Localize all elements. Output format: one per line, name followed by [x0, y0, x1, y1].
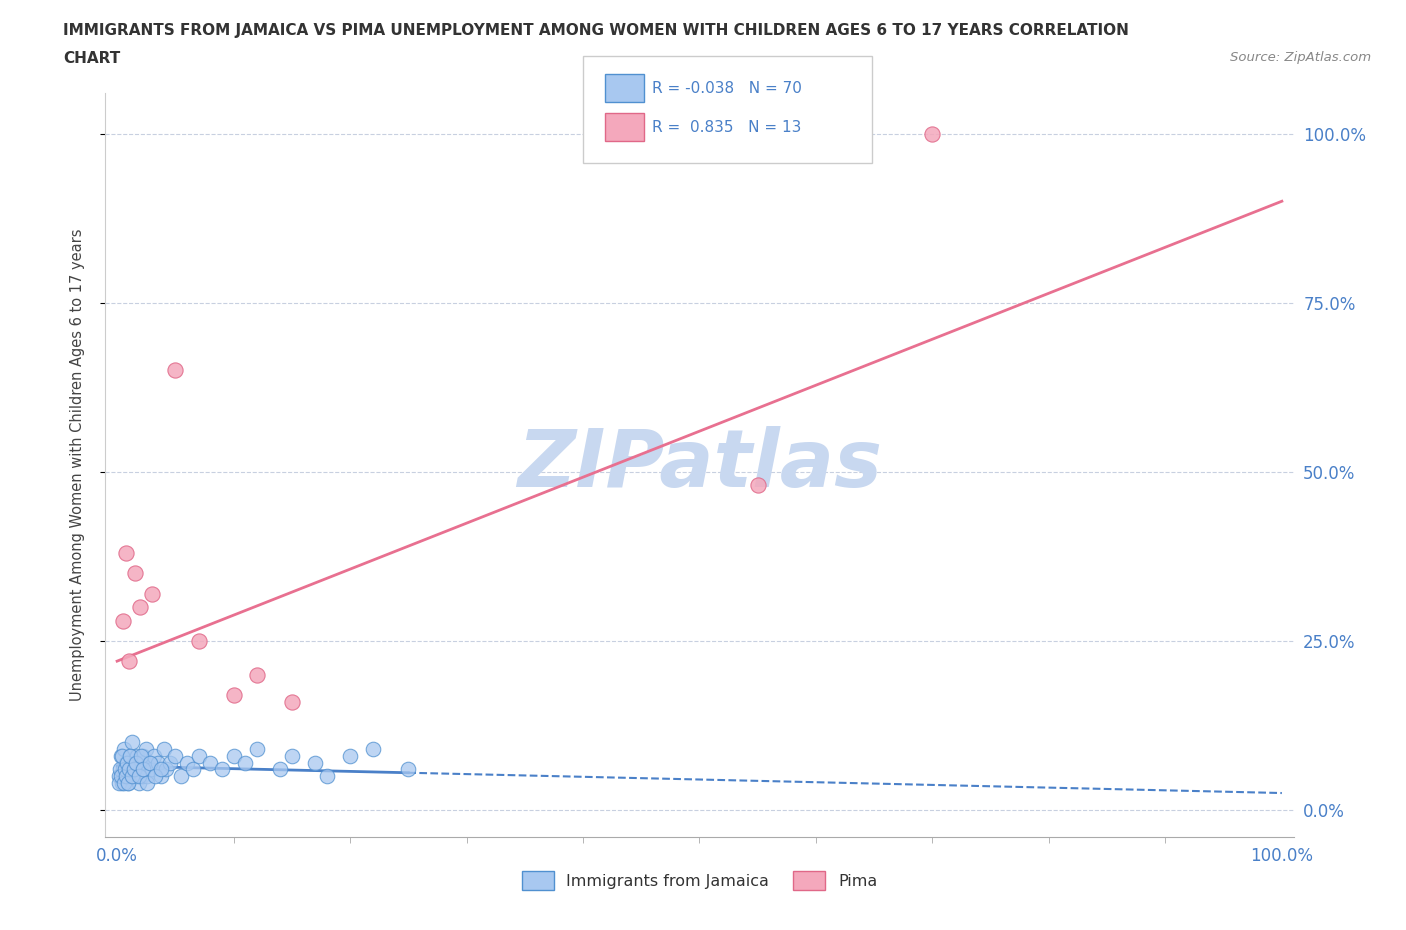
Point — [121, 769, 143, 784]
Point — [211, 762, 233, 777]
Point — [233, 755, 256, 770]
Y-axis label: Unemployment Among Women with Children Ages 6 to 17 years: Unemployment Among Women with Children A… — [70, 229, 84, 701]
Point — [114, 762, 136, 777]
Text: R =  0.835   N = 13: R = 0.835 N = 13 — [652, 120, 801, 135]
Point — [339, 749, 361, 764]
Point — [246, 741, 269, 756]
Point — [747, 478, 769, 493]
Point — [111, 613, 134, 628]
Point — [112, 776, 135, 790]
Point — [921, 126, 943, 141]
Point — [181, 762, 204, 777]
Point — [115, 755, 138, 770]
Point — [108, 762, 131, 777]
Point — [108, 776, 131, 790]
Point — [363, 741, 385, 756]
Point — [111, 762, 134, 777]
Point — [118, 749, 141, 764]
Point — [122, 762, 145, 777]
Point — [117, 776, 139, 790]
Point — [118, 762, 141, 777]
Point — [136, 769, 159, 784]
Point — [141, 586, 163, 601]
Point — [131, 769, 153, 784]
Point — [128, 769, 150, 784]
Point — [396, 762, 419, 777]
Point — [135, 776, 157, 790]
Point — [111, 776, 134, 790]
Point — [143, 749, 166, 764]
Point — [129, 600, 152, 615]
Point — [114, 769, 136, 784]
Point — [159, 755, 181, 770]
Point — [187, 749, 209, 764]
Point — [150, 769, 173, 784]
Point — [129, 749, 152, 764]
Point — [149, 762, 172, 777]
Point — [125, 749, 148, 764]
Text: ZIPatlas: ZIPatlas — [517, 426, 882, 504]
Point — [176, 755, 198, 770]
Point — [152, 741, 174, 756]
Point — [187, 633, 209, 648]
Point — [132, 749, 155, 764]
Point — [115, 546, 138, 561]
Point — [114, 769, 136, 784]
Point — [143, 769, 166, 784]
Point — [170, 769, 193, 784]
Text: Source: ZipAtlas.com: Source: ZipAtlas.com — [1230, 51, 1371, 64]
Text: CHART: CHART — [63, 51, 121, 66]
Point — [222, 687, 245, 702]
Point — [120, 769, 142, 784]
Point — [281, 695, 304, 710]
Point — [269, 762, 291, 777]
Point — [139, 755, 162, 770]
Point — [222, 749, 245, 764]
Point — [111, 749, 134, 764]
Point — [117, 776, 139, 790]
Point — [110, 769, 132, 784]
Point — [110, 749, 132, 764]
Point — [129, 755, 152, 770]
Point — [281, 749, 304, 764]
Point — [124, 565, 146, 580]
Point — [108, 769, 131, 784]
Point — [132, 762, 155, 777]
Legend: Immigrants from Jamaica, Pima: Immigrants from Jamaica, Pima — [516, 865, 883, 896]
Point — [155, 762, 177, 777]
Point — [118, 762, 141, 777]
Point — [165, 749, 187, 764]
Point — [246, 667, 269, 682]
Point — [135, 741, 157, 756]
Point — [165, 363, 187, 378]
Point — [141, 762, 163, 777]
Point — [121, 735, 143, 750]
Point — [132, 762, 155, 777]
Point — [127, 762, 149, 777]
Point — [112, 741, 135, 756]
Point — [138, 755, 160, 770]
Point — [146, 755, 169, 770]
Point — [128, 776, 150, 790]
Point — [200, 755, 222, 770]
Point — [115, 755, 138, 770]
Point — [118, 654, 141, 669]
Text: R = -0.038   N = 70: R = -0.038 N = 70 — [652, 81, 803, 96]
Point — [304, 755, 326, 770]
Point — [124, 755, 146, 770]
Text: IMMIGRANTS FROM JAMAICA VS PIMA UNEMPLOYMENT AMONG WOMEN WITH CHILDREN AGES 6 TO: IMMIGRANTS FROM JAMAICA VS PIMA UNEMPLOY… — [63, 23, 1129, 38]
Point — [315, 769, 337, 784]
Point — [122, 762, 145, 777]
Point — [120, 749, 142, 764]
Point — [125, 769, 148, 784]
Point — [125, 755, 148, 770]
